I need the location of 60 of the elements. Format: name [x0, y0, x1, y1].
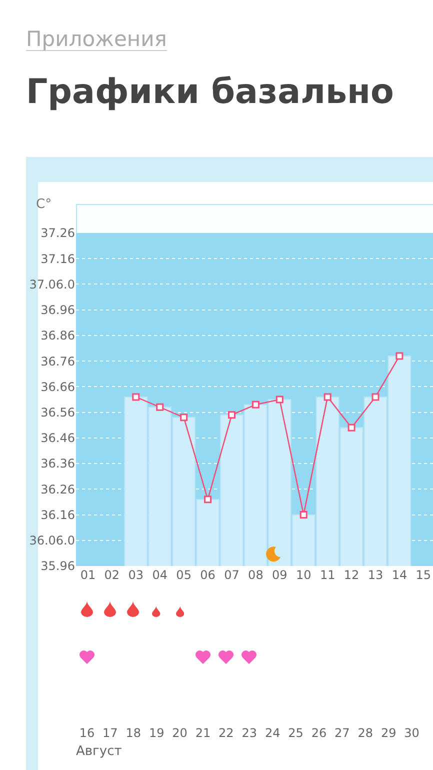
x-tick-label: 05 [176, 568, 192, 582]
text: 21 [194, 726, 212, 740]
text: Август [76, 744, 122, 759]
x-tick-label: 04 [152, 568, 168, 582]
text: 20 [171, 726, 188, 740]
x-tick-label: 01 [80, 568, 96, 582]
y-tick-label: 36.16 [40, 508, 75, 522]
x-tick-label: 03 [128, 568, 144, 582]
text: 30 [403, 726, 420, 740]
x-tick-label: 07 [224, 568, 240, 582]
chart-title: Графики базально [26, 72, 394, 112]
y-axis-title: C° [36, 197, 52, 212]
x-tick-label: 08 [248, 568, 264, 582]
text: 23 [240, 726, 258, 740]
text: 19 [148, 726, 166, 740]
y-tick-label: 36.76 [40, 354, 75, 368]
point [204, 496, 212, 504]
point [252, 400, 260, 408]
x-tick-label: 06 [200, 568, 216, 582]
text: 28 [356, 726, 374, 740]
x-tick-label: 02 [104, 568, 120, 582]
x-tick-label: 10 [296, 568, 312, 582]
y-tick-label: 36.66 [40, 380, 75, 394]
y-tick-label: 36.26 [40, 482, 75, 496]
x-tick-label: 13 [368, 568, 384, 582]
x-tick-label: 15 [416, 568, 432, 582]
x-tick-label: 14 [392, 568, 408, 582]
point [396, 352, 404, 360]
point [372, 393, 380, 401]
y-tick-label: 37.26 [40, 226, 75, 240]
y-tick-label: 36.56 [40, 406, 75, 420]
y-tick-label: 36.46 [40, 431, 75, 446]
x-tick-label: 12 [344, 568, 360, 582]
text: 16 [78, 726, 96, 740]
chart-subtitle: Приложения [26, 27, 167, 51]
text: 25 [287, 726, 304, 740]
text: 29 [380, 726, 398, 740]
text: 26 [310, 726, 328, 740]
point [324, 393, 332, 401]
point [300, 511, 308, 519]
x-tick-label: 09 [272, 568, 288, 582]
x-tick-label: 11 [320, 568, 336, 582]
point [228, 411, 236, 419]
point [132, 393, 140, 401]
y-tick-label: 36.36 [40, 456, 75, 471]
y-tick-label: 35.96 [40, 559, 75, 574]
text: 27 [334, 726, 351, 740]
point [276, 396, 284, 404]
y-tick-label: 37.06.0 [29, 277, 75, 292]
point [180, 414, 188, 422]
y-tick-label: 36.06.0 [29, 534, 75, 548]
point [156, 403, 164, 411]
text: 24 [264, 726, 282, 740]
text: 22 [218, 726, 235, 740]
y-tick-label: 37.16 [40, 252, 75, 266]
y-tick-label: 36.96 [40, 303, 75, 318]
point [348, 424, 356, 432]
text: 18 [124, 726, 142, 740]
text: 17 [102, 726, 119, 740]
y-tick-label: 36.86 [40, 328, 75, 343]
